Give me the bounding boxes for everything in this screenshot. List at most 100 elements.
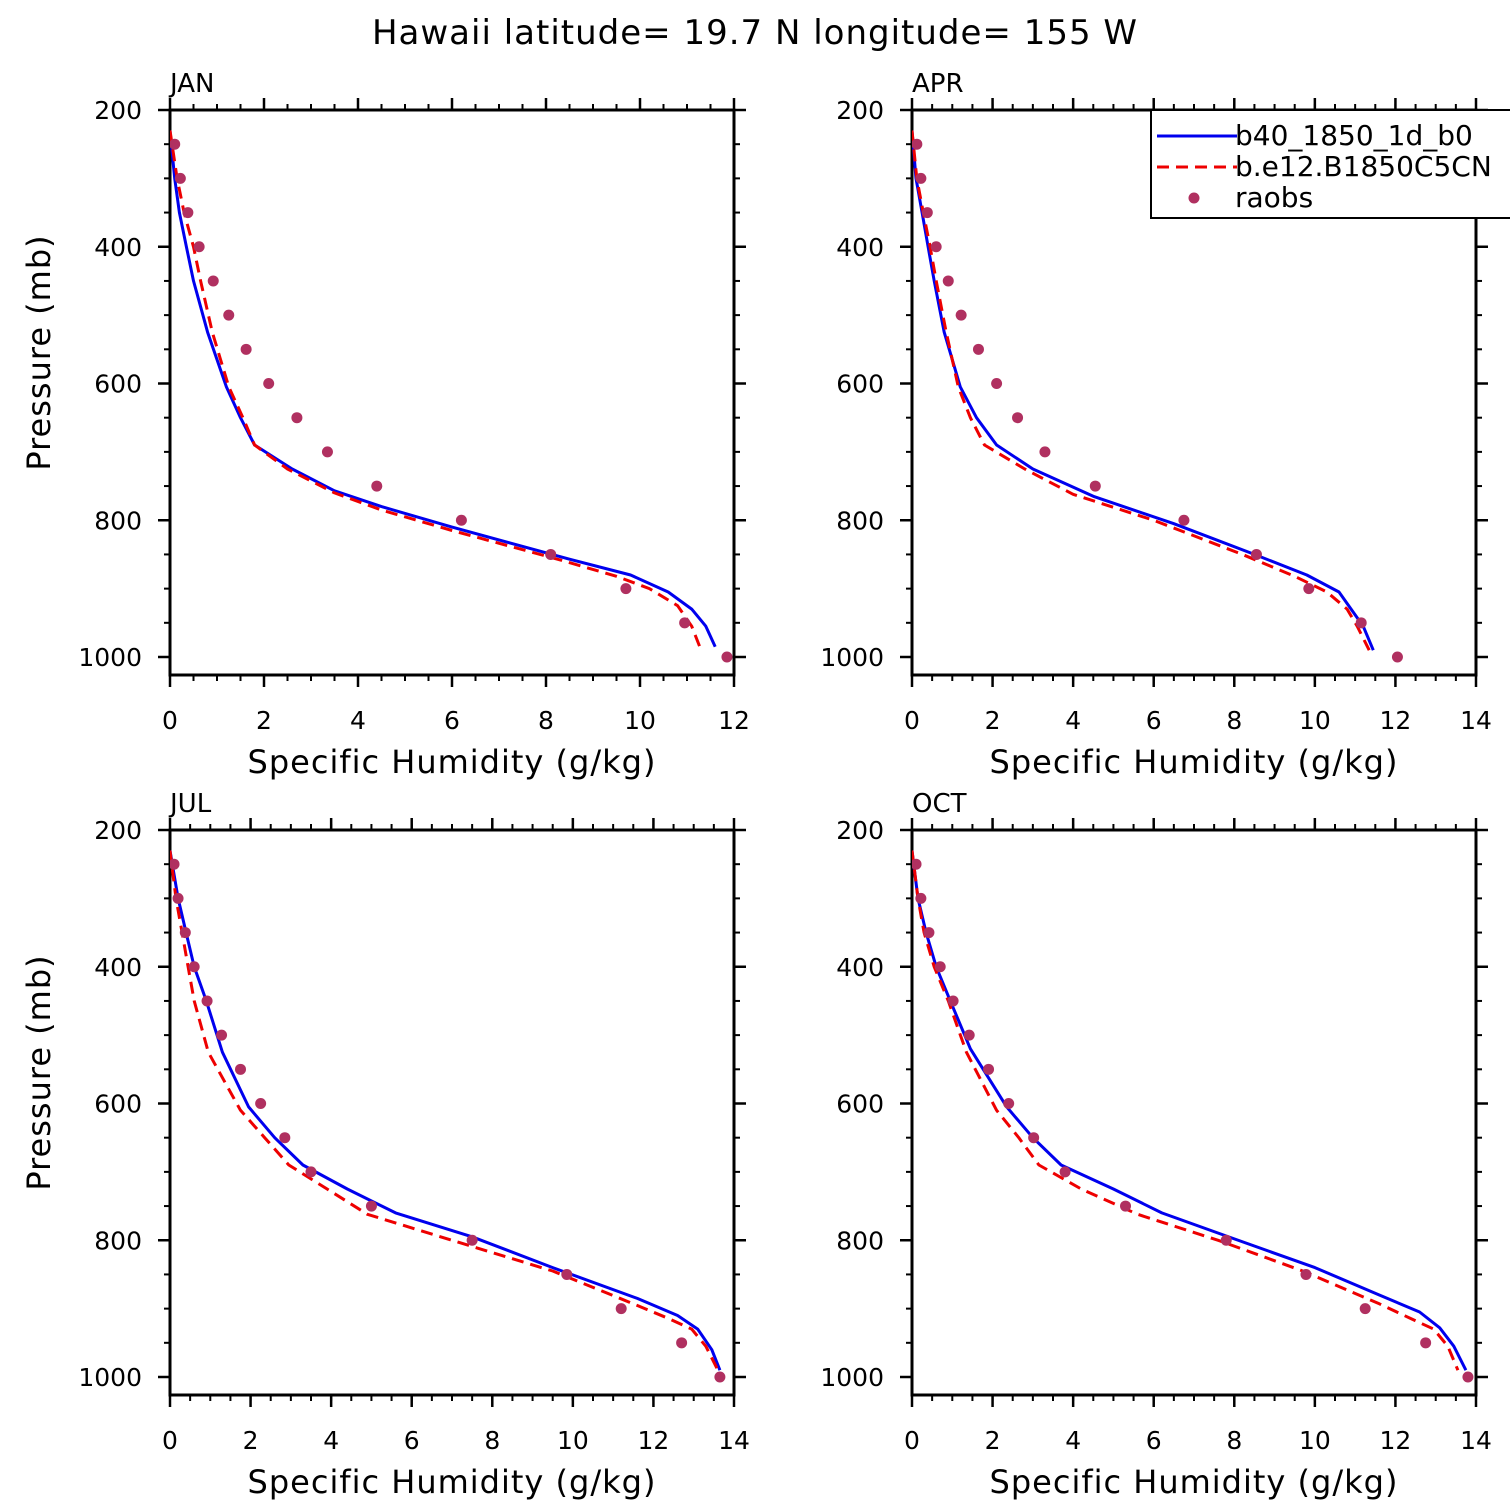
x-tick-label: 6 bbox=[1146, 1426, 1162, 1455]
x-tick-label: 6 bbox=[444, 706, 460, 735]
raobs-point bbox=[321, 446, 333, 458]
panel-label: APR bbox=[912, 69, 964, 99]
raobs-point bbox=[179, 927, 191, 939]
raobs-point bbox=[679, 617, 691, 629]
series-group bbox=[170, 130, 733, 663]
raobs-point bbox=[676, 1337, 688, 1349]
y-tick-label: 200 bbox=[94, 816, 142, 845]
raobs-point bbox=[972, 343, 984, 355]
raobs-point bbox=[291, 412, 303, 424]
y-tick-label: 800 bbox=[94, 1226, 142, 1255]
x-tick-label: 2 bbox=[243, 1426, 259, 1455]
panel-jul: JUL 0 2 4 6 8 10 12 14 200 400 600 800 1000 Specific H… bbox=[20, 789, 750, 1501]
legend-box bbox=[1150, 109, 1510, 219]
raobs-point bbox=[172, 892, 184, 904]
series-line-b40 bbox=[912, 130, 1375, 651]
x-tick-label: 14 bbox=[1460, 1426, 1492, 1455]
x-tick-label: 2 bbox=[256, 706, 272, 735]
legend-marker-raobs bbox=[1188, 192, 1200, 204]
panels: JAN 0 2 4 6 8 10 12 200 400 600 800 1000 Specific Hum… bbox=[20, 69, 1492, 1501]
raobs-point bbox=[223, 309, 235, 321]
y-tick-label: 200 bbox=[836, 96, 884, 125]
raobs-point bbox=[912, 858, 922, 870]
panel-label: JAN bbox=[168, 69, 214, 99]
x-tick-label: 14 bbox=[1460, 706, 1492, 735]
x-tick-label: 4 bbox=[323, 1426, 339, 1455]
raobs-point bbox=[912, 138, 923, 150]
x-tick-label: 4 bbox=[1065, 706, 1081, 735]
x-tick-label: 2 bbox=[985, 1426, 1001, 1455]
panel-label: OCT bbox=[912, 789, 967, 819]
raobs-point bbox=[983, 1063, 995, 1075]
raobs-point bbox=[955, 309, 967, 321]
x-axis-title: Specific Humidity (g/kg) bbox=[990, 743, 1399, 781]
y-tick-label: 200 bbox=[94, 96, 142, 125]
raobs-point bbox=[466, 1234, 478, 1246]
raobs-point bbox=[545, 548, 557, 560]
x-tick-label: 10 bbox=[1299, 1426, 1331, 1455]
y-tick-label: 400 bbox=[94, 953, 142, 982]
x-axis-title: Specific Humidity (g/kg) bbox=[990, 1463, 1399, 1501]
series-line-b-e12 bbox=[170, 130, 703, 651]
raobs-point bbox=[1303, 583, 1315, 595]
raobs-point bbox=[201, 995, 213, 1007]
x-tick-label: 0 bbox=[162, 706, 178, 735]
raobs-point bbox=[1178, 514, 1190, 526]
raobs-point bbox=[365, 1200, 377, 1212]
series-line-b40 bbox=[912, 850, 1468, 1371]
series-line-b-e12 bbox=[912, 130, 1371, 651]
raobs-point bbox=[915, 172, 927, 184]
y-tick-label: 1000 bbox=[78, 643, 142, 672]
legend-entry-label: raobs bbox=[1235, 181, 1313, 214]
x-tick-label: 4 bbox=[350, 706, 366, 735]
x-tick-label: 12 bbox=[718, 706, 750, 735]
raobs-point bbox=[279, 1132, 291, 1144]
raobs-point bbox=[934, 961, 946, 973]
raobs-point bbox=[193, 241, 205, 253]
x-tick-label: 12 bbox=[638, 1426, 670, 1455]
y-tick-label: 600 bbox=[836, 370, 884, 399]
figure-title: Hawaii latitude= 19.7 N longitude= 155 W bbox=[372, 13, 1138, 53]
raobs-point bbox=[915, 892, 927, 904]
x-tick-label: 14 bbox=[718, 1426, 750, 1455]
panel-apr: APR 0 2 4 6 8 10 12 14 200 400 600 800 1000 Specific H… bbox=[820, 69, 1492, 781]
raobs-point bbox=[561, 1268, 573, 1280]
raobs-point bbox=[240, 343, 252, 355]
x-tick-label: 0 bbox=[904, 706, 920, 735]
x-tick-label: 10 bbox=[624, 706, 656, 735]
raobs-point bbox=[1355, 617, 1367, 629]
raobs-point bbox=[455, 514, 467, 526]
raobs-point bbox=[930, 241, 942, 253]
series-line-b40 bbox=[170, 850, 722, 1371]
raobs-point bbox=[714, 1371, 726, 1383]
raobs-point bbox=[170, 138, 181, 150]
y-tick-label: 600 bbox=[94, 370, 142, 399]
x-tick-label: 8 bbox=[484, 1426, 500, 1455]
x-tick-label: 10 bbox=[557, 1426, 589, 1455]
x-tick-label: 12 bbox=[1380, 706, 1412, 735]
raobs-point bbox=[255, 1098, 267, 1109]
y-tick-label: 600 bbox=[836, 1090, 884, 1119]
raobs-point bbox=[620, 583, 632, 595]
raobs-point bbox=[371, 480, 383, 492]
raobs-point bbox=[615, 1303, 627, 1315]
raobs-point bbox=[1359, 1303, 1371, 1315]
panel-label: JUL bbox=[168, 789, 212, 819]
raobs-point bbox=[947, 995, 959, 1007]
raobs-point bbox=[1391, 651, 1403, 663]
y-tick-label: 800 bbox=[836, 1226, 884, 1255]
raobs-point bbox=[305, 1166, 317, 1178]
raobs-point bbox=[188, 961, 200, 973]
x-tick-label: 8 bbox=[1226, 1426, 1242, 1455]
x-tick-label: 6 bbox=[404, 1426, 420, 1455]
y-tick-label: 800 bbox=[94, 506, 142, 535]
y-axis-title: Pressure (mb) bbox=[20, 234, 58, 470]
raobs-point bbox=[1059, 1166, 1071, 1178]
y-axis-title: Pressure (mb) bbox=[20, 954, 58, 1190]
raobs-point bbox=[1250, 548, 1262, 560]
series-line-b-e12 bbox=[912, 850, 1460, 1371]
x-tick-label: 12 bbox=[1380, 1426, 1412, 1455]
legend-entry-label: b40_1850_1d_b0 bbox=[1235, 119, 1473, 152]
